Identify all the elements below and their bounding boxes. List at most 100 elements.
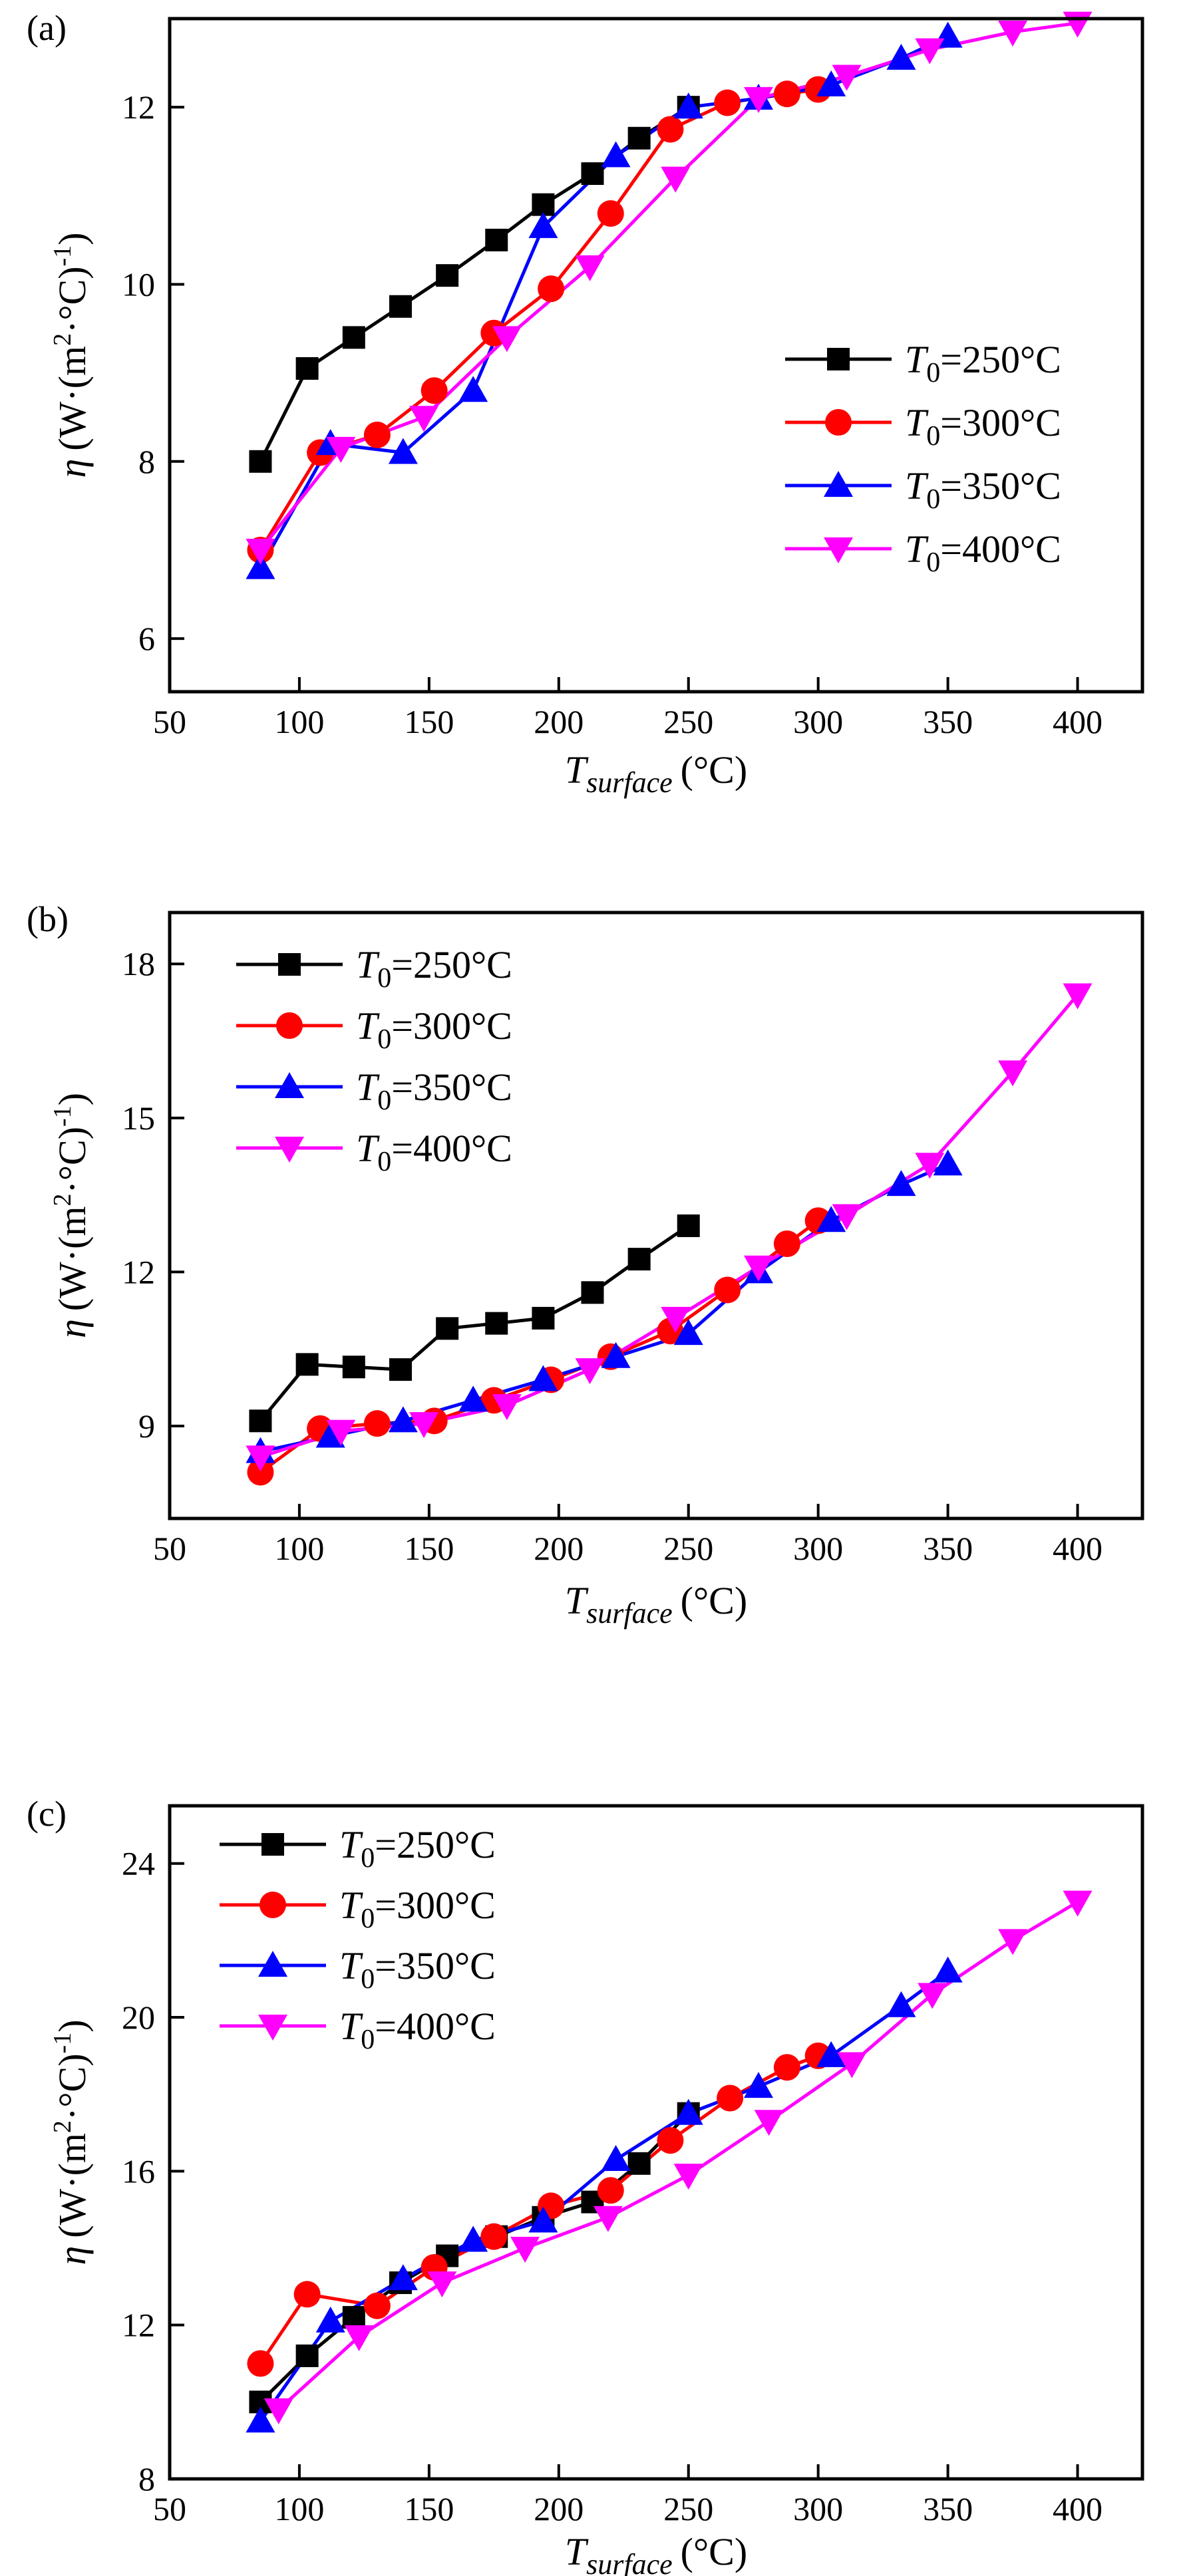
legend-marker [275, 1072, 304, 1098]
x-tick-label: 100 [274, 2490, 324, 2527]
data-point [601, 141, 631, 168]
data-point [344, 2325, 374, 2352]
data-point [915, 38, 945, 65]
y-tick-label: 12 [122, 2307, 155, 2344]
data-point [673, 2164, 703, 2190]
y-axis-title: η(W·(m2·°C)-1) [49, 232, 94, 478]
data-point [886, 1170, 916, 1197]
legend-marker [276, 1012, 303, 1039]
x-axis-title: Tsurface (°C) [565, 748, 747, 799]
data-point [389, 1358, 412, 1381]
legend-item-2: T0=300°C [220, 1884, 496, 1934]
data-point [816, 1206, 846, 1232]
data-point [458, 1385, 488, 1412]
data-point [295, 1353, 319, 1376]
series-line-4 [259, 993, 1079, 1459]
data-point [246, 1445, 275, 1472]
legend-label: T0=250°C [356, 943, 512, 994]
data-point [436, 1317, 459, 1340]
data-point [342, 326, 365, 349]
legend-marker [825, 409, 852, 436]
legend-item-4: T0=400°C [220, 2005, 496, 2055]
data-point [528, 2206, 558, 2233]
x-tick-label: 50 [153, 1530, 186, 1567]
data-point [998, 1929, 1028, 1955]
legend-label: T0=350°C [339, 1944, 496, 1995]
x-tick-label: 400 [1053, 703, 1103, 740]
data-point [915, 1153, 945, 1179]
x-tick-label: 250 [663, 1530, 713, 1567]
x-tick-label: 50 [153, 2490, 186, 2527]
legend-item-3: T0=350°C [785, 464, 1061, 515]
legend-marker [258, 1951, 287, 1977]
data-point [597, 200, 624, 227]
legend-marker [824, 471, 853, 497]
legend-marker [275, 1137, 304, 1163]
chart-panel-c: (c) 50 100 150 200 250 300 350 400 8 12 16 20 24 η(W·(… [27, 1794, 1144, 2576]
data-point [832, 1204, 862, 1230]
legend-item-1: T0=250°C [785, 338, 1061, 388]
data-point [816, 2041, 846, 2067]
data-point [492, 326, 522, 353]
data-point [933, 1956, 963, 1983]
data-point [492, 1394, 522, 1421]
data-point [593, 2206, 623, 2232]
data-point [581, 1281, 604, 1304]
data-point [342, 2306, 365, 2329]
data-point [485, 1312, 508, 1335]
y-tick-label: 15 [122, 1099, 155, 1137]
data-point [485, 228, 508, 251]
panel-label: (a) [27, 8, 67, 48]
data-point [246, 553, 275, 579]
data-point [421, 377, 448, 404]
x-tick-label: 200 [534, 703, 584, 740]
x-tick-label: 300 [793, 2490, 843, 2527]
y-tick-label: 12 [122, 88, 155, 126]
data-point [458, 376, 488, 402]
data-point [677, 1214, 700, 1237]
data-point [315, 1421, 345, 1448]
x-tick-label: 150 [404, 703, 454, 740]
legend: T0=250°C T0=300°C T0=350°C T0=400°C [236, 943, 512, 1177]
x-tick-label: 200 [534, 2490, 584, 2527]
data-point [528, 1365, 558, 1391]
data-point [743, 1255, 773, 1282]
x-tick-label: 400 [1053, 1530, 1103, 1567]
data-point [575, 255, 605, 281]
x-tick-label: 350 [923, 1530, 973, 1567]
data-point [837, 2052, 867, 2078]
legend-label: T0=250°C [339, 1823, 496, 1874]
data-point [409, 1412, 439, 1439]
legend-marker [827, 348, 850, 370]
data-point [295, 357, 319, 380]
data-point [673, 92, 703, 119]
legend-item-2: T0=300°C [236, 1004, 512, 1055]
legend: T0=250°C T0=300°C T0=350°C T0=400°C [220, 1823, 496, 2055]
data-point [363, 2292, 391, 2319]
legend-item-3: T0=350°C [236, 1066, 512, 1116]
data-point [717, 2084, 744, 2112]
y-axis-title: η(W·(m2·°C)-1) [49, 1093, 94, 1338]
data-point [627, 2152, 651, 2175]
plot-frame [168, 17, 1144, 694]
legend-marker [824, 537, 853, 563]
data-point [436, 264, 459, 287]
x-tick-label: 50 [153, 703, 186, 740]
data-point [575, 1358, 605, 1385]
data-point [389, 295, 412, 318]
x-tick-label: 100 [274, 1530, 324, 1567]
plot-frame [168, 1804, 1144, 2481]
data-point [998, 20, 1028, 47]
legend-label: T0=300°C [905, 401, 1061, 452]
data-point [263, 2398, 293, 2424]
data-point [661, 1306, 691, 1333]
data-point [743, 2072, 773, 2098]
data-point [528, 212, 558, 238]
y-tick-label: 9 [138, 1407, 155, 1445]
series-line-2 [259, 88, 819, 551]
data-point [581, 162, 604, 186]
data-point [886, 43, 916, 70]
data-point [933, 1149, 963, 1176]
data-point [342, 1356, 365, 1379]
data-point [293, 2281, 321, 2308]
